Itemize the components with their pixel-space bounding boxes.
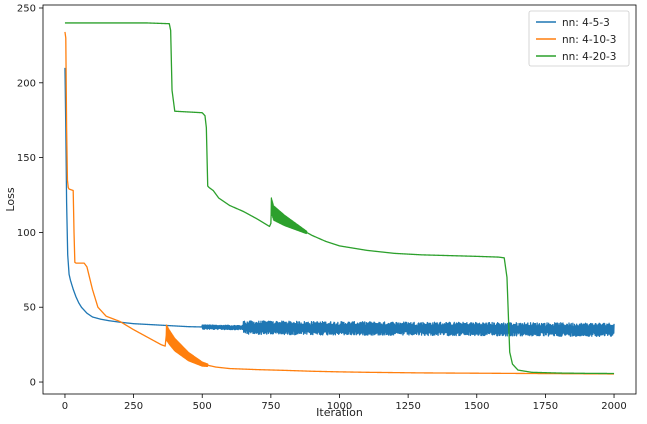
x-tick-label: 500: [193, 401, 212, 412]
y-tick-label: 150: [17, 153, 36, 164]
series-layer: [64, 22, 615, 375]
series-line-1: [64, 67, 615, 338]
legend-box: [528, 10, 630, 67]
legend-label: nn: 4-5-3: [562, 17, 610, 29]
x-tick-label: 0: [62, 401, 68, 412]
x-axis: 0 250 500 750 1000 1250 1500 1750 2000: [62, 394, 627, 412]
y-tick-label: 100: [17, 228, 36, 239]
x-axis-label: Iteration: [316, 406, 363, 419]
series-line-3: [64, 22, 615, 375]
series-line-2: [64, 31, 615, 375]
x-tick-label: 1250: [395, 401, 420, 412]
y-tick-label: 50: [23, 303, 36, 314]
x-tick-label: 1500: [464, 401, 489, 412]
legend-label: nn: 4-10-3: [562, 34, 616, 46]
y-axis: 0 50 100 150 200 250: [17, 3, 43, 389]
x-tick-label: 750: [261, 401, 280, 412]
x-tick-label: 1000: [327, 401, 352, 412]
y-tick-label: 250: [17, 3, 36, 14]
x-tick-label: 250: [124, 401, 143, 412]
y-tick-label: 200: [17, 78, 36, 89]
x-tick-label: 2000: [601, 401, 626, 412]
legend: nn: 4-5-3 nn: 4-10-3 nn: 4-20-3: [528, 10, 630, 67]
legend-label: nn: 4-20-3: [562, 51, 616, 63]
y-tick-label: 0: [30, 378, 36, 389]
y-axis-label: Loss: [4, 187, 17, 211]
x-tick-label: 1750: [533, 401, 558, 412]
